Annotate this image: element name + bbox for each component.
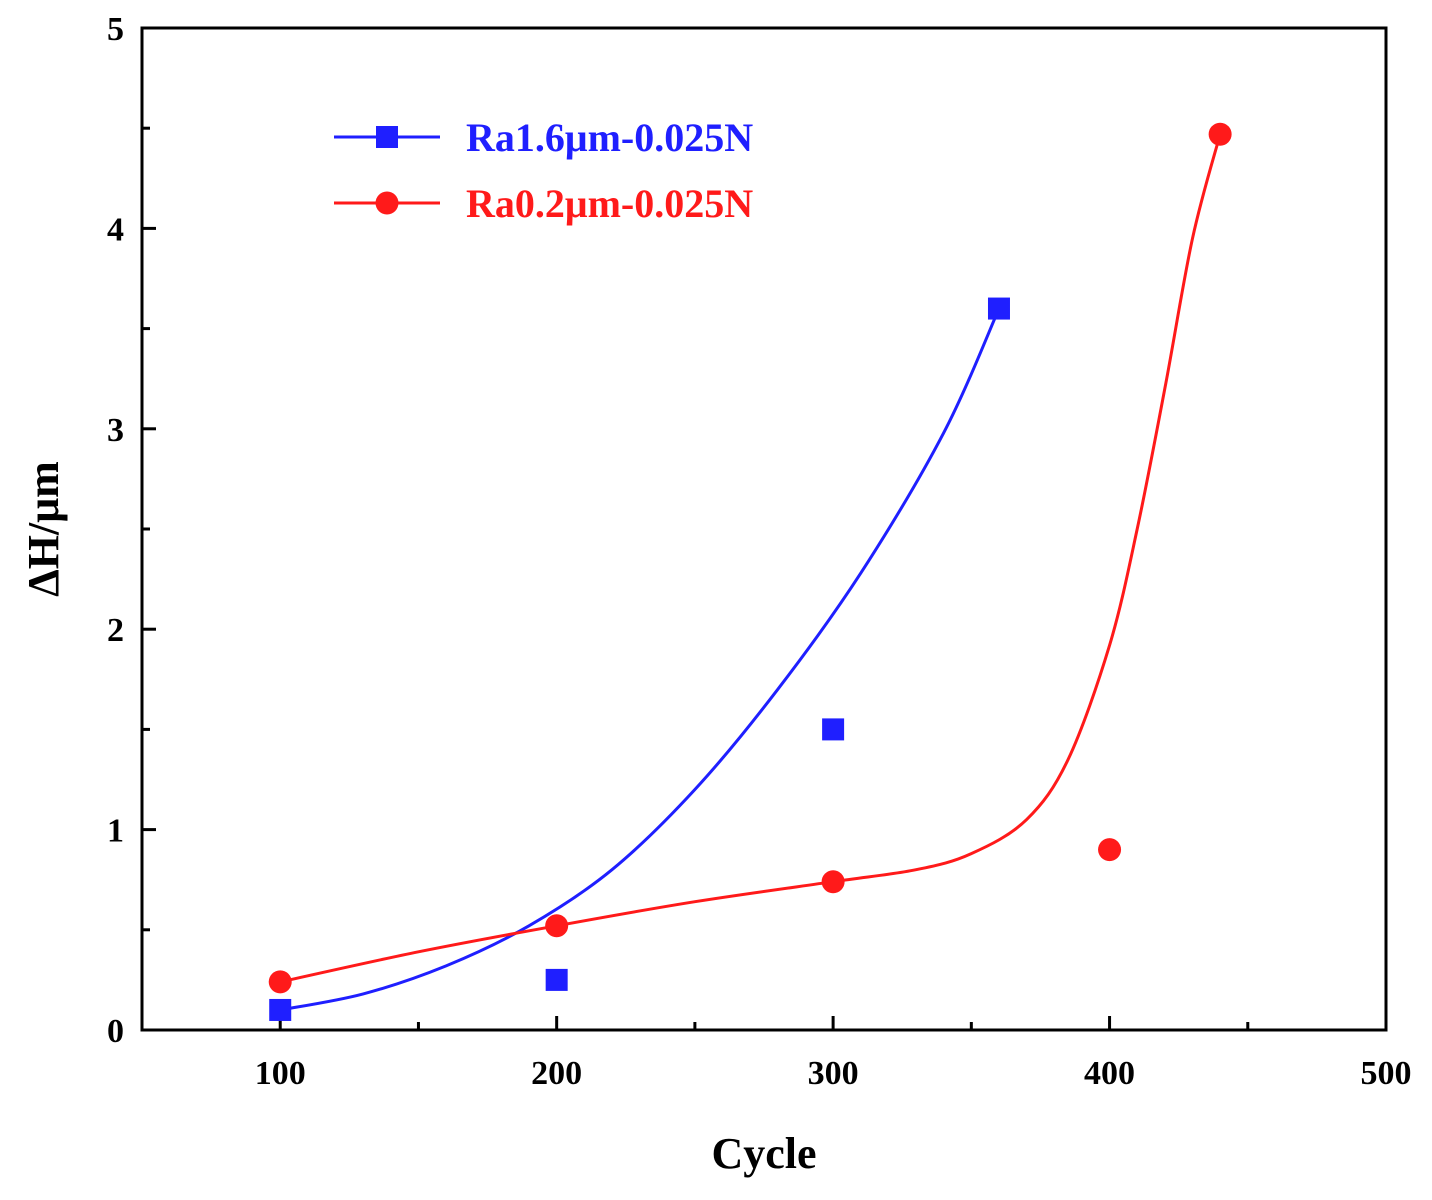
series-1-point-1 — [269, 998, 292, 1021]
x-axis-title: Cycle — [711, 1129, 816, 1178]
series-1-point-3 — [822, 718, 845, 741]
series-2-point-2 — [545, 914, 569, 938]
series-1-fit-line — [279, 307, 1001, 1012]
x-tick-label-100: 100 — [255, 1055, 306, 1092]
x-tick-label-200: 200 — [531, 1055, 582, 1092]
y-tick-label-2: 2 — [107, 612, 124, 649]
y-tick-label-1: 1 — [107, 813, 124, 850]
legend: Ra1.6μm-0.025N Ra0.2μm-0.025N — [334, 115, 753, 226]
legend-marker-2 — [375, 191, 399, 215]
series-2-point-5 — [1208, 122, 1232, 146]
y-tick-label-5: 5 — [107, 11, 124, 48]
y-tick-label-3: 3 — [107, 412, 124, 449]
plot-frame — [140, 26, 1388, 1032]
legend-label-2: Ra0.2μm-0.025N — [466, 181, 753, 226]
series-2-point-1 — [268, 970, 292, 994]
x-tick-label-300: 300 — [808, 1055, 859, 1092]
x-axis: 100 200 300 400 500 — [255, 1016, 1412, 1092]
legend-label-1: Ra1.6μm-0.025N — [466, 115, 753, 160]
series-1 — [269, 297, 1010, 1021]
legend-marker-1 — [376, 126, 398, 148]
series-2-point-4 — [1098, 838, 1122, 862]
series-2 — [268, 122, 1232, 994]
y-axis: 0 1 2 3 4 5 — [107, 11, 156, 1050]
series-2-fit-line — [279, 133, 1222, 984]
series-layer — [268, 122, 1232, 1021]
series-1-point-2 — [545, 968, 568, 991]
y-tick-label-0: 0 — [107, 1013, 124, 1050]
y-tick-label-4: 4 — [107, 211, 124, 248]
y-axis-title: ΔH/μm — [19, 461, 68, 597]
series-2-point-3 — [821, 870, 845, 894]
x-tick-label-500: 500 — [1361, 1055, 1412, 1092]
x-tick-label-400: 400 — [1084, 1055, 1135, 1092]
series-1-point-4 — [987, 297, 1010, 320]
